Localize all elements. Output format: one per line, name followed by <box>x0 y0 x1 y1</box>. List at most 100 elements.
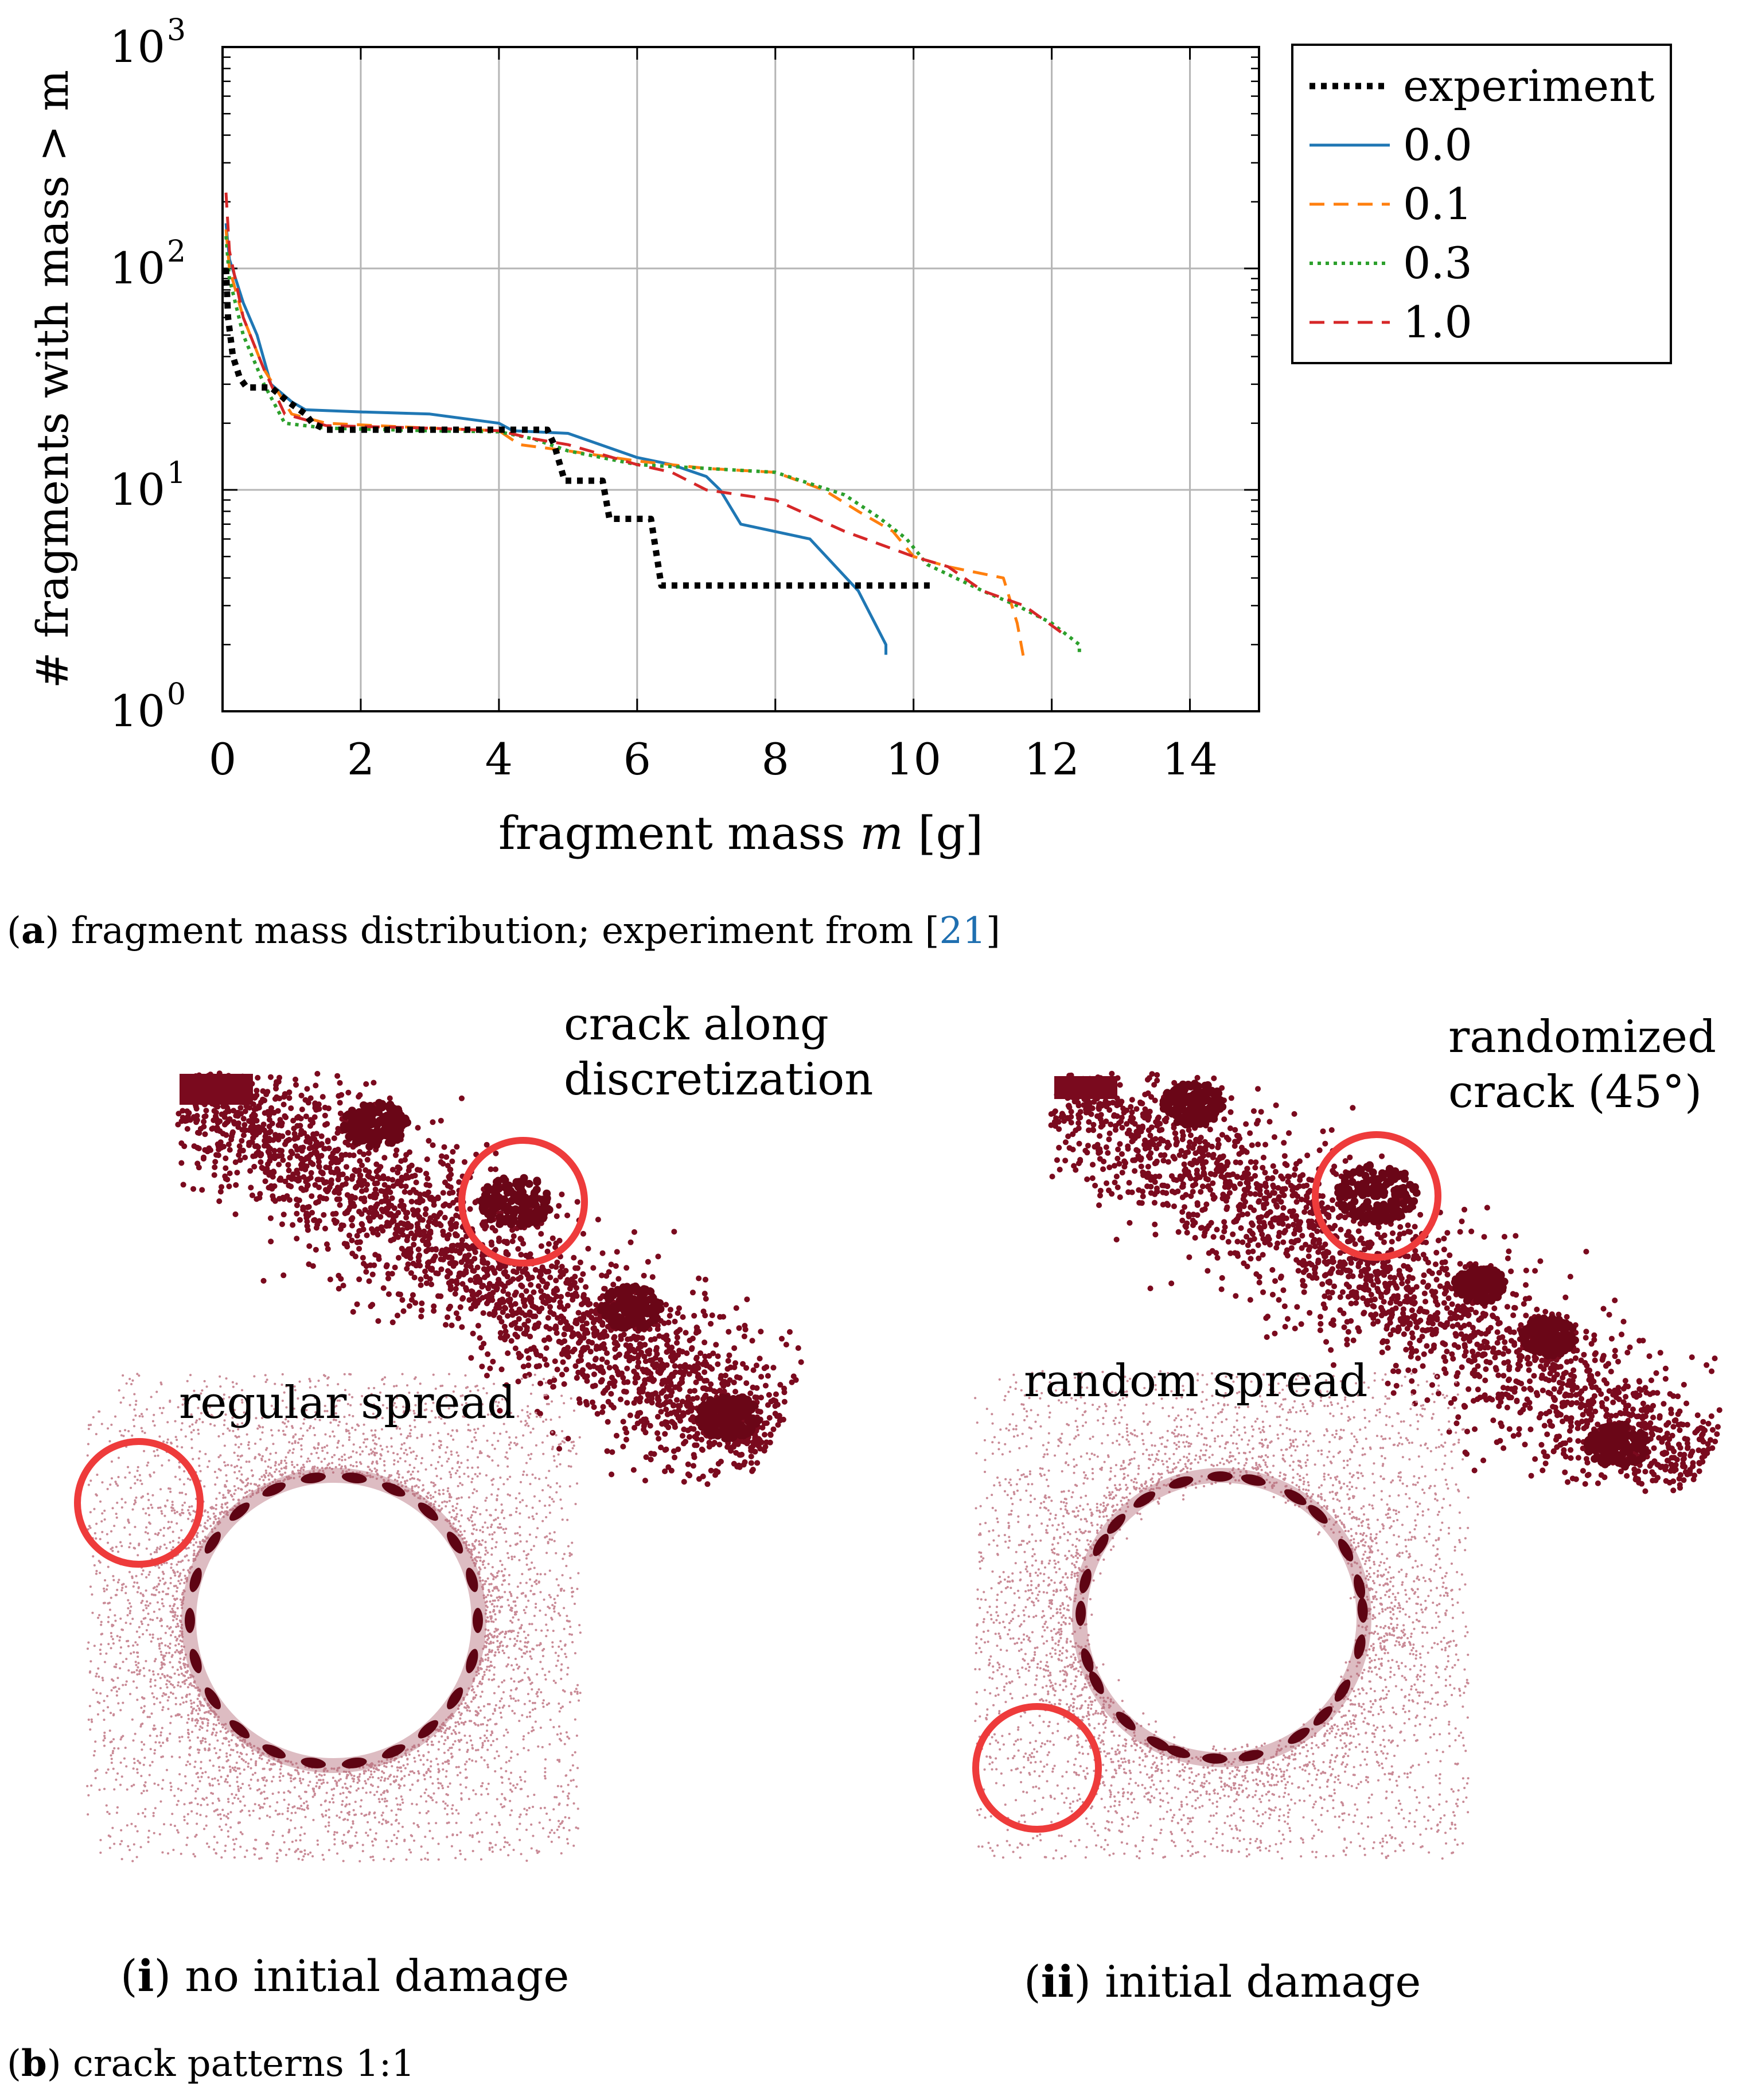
x-tick-label: 12 <box>1024 734 1079 785</box>
ring-fragment <box>466 1567 478 1592</box>
ring-fragment <box>381 1482 406 1497</box>
highlight-circle <box>74 1438 204 1568</box>
ring-fragment <box>1202 1753 1227 1764</box>
ring-fragment <box>1168 1476 1194 1489</box>
ring-fragment <box>1357 1598 1368 1623</box>
ring-fragment <box>1116 1711 1136 1731</box>
sim-window-titlebar-right <box>1054 1076 1117 1099</box>
caption-a: (a) fragment mass distribution; experime… <box>7 909 1000 952</box>
x-tick-label: 10 <box>886 734 941 785</box>
ring-fragment <box>229 1720 250 1739</box>
y-tick-label: 10 <box>110 685 165 737</box>
label-crack-along-discretization: crack along discretization <box>564 997 873 1107</box>
caption-b: (b) crack patterns 1:1 <box>7 2042 415 2085</box>
caption-b-tag: b <box>21 2042 47 2085</box>
caption-i-text: no initial damage <box>171 1950 570 2001</box>
x-axis-label: fragment mass m [g] <box>498 807 983 860</box>
ring-fragment <box>189 1649 202 1673</box>
ring-fragment <box>1147 1736 1170 1751</box>
fragment-clump <box>597 1282 665 1332</box>
x-tick-label: 14 <box>1162 734 1218 785</box>
crack-pattern-snapshots <box>74 1070 1722 1863</box>
spread-particles <box>974 1370 1470 1860</box>
highlight-circle <box>972 1703 1102 1833</box>
y-tick-exponent: 0 <box>167 677 186 712</box>
x-tick-label: 4 <box>485 734 513 785</box>
series-line-0.1 <box>224 229 1026 661</box>
ring-fragment <box>184 1608 196 1634</box>
ring-fragment <box>1354 1574 1366 1599</box>
ring-fragment <box>1093 1533 1109 1556</box>
ring-fragment <box>473 1608 483 1633</box>
ring-fragment <box>1288 1727 1310 1744</box>
legend-label-0.0: 0.0 <box>1403 119 1472 170</box>
x-tick-label: 8 <box>762 734 789 785</box>
ring-regular-spread <box>86 1373 582 1863</box>
ring-fragment <box>262 1744 286 1759</box>
legend-box <box>1291 44 1672 364</box>
plot-frame <box>221 46 1260 712</box>
y-tick-exponent: 2 <box>167 235 186 269</box>
y-axis-label: # fragments with mass > m <box>27 70 78 688</box>
ring-fragment <box>1089 1671 1104 1694</box>
ring-fragment <box>1241 1474 1266 1486</box>
caption-ii-text: initial damage <box>1091 1956 1421 2007</box>
ring-fragment <box>1338 1538 1354 1562</box>
legend-label-experiment: experiment <box>1403 60 1655 111</box>
label-randomized-crack: randomized crack (45°) <box>1448 1010 1716 1120</box>
ring-fragment <box>1079 1568 1092 1593</box>
label-crack-along-line2: discretization <box>564 1054 874 1105</box>
caption-i: (i) no initial damage <box>120 1950 570 2001</box>
ring-fragment <box>418 1502 438 1521</box>
fragment-clump <box>1583 1420 1651 1471</box>
ring-fragment <box>262 1482 286 1497</box>
ring-fragment <box>1107 1514 1126 1534</box>
debris-band-no-damage <box>175 1070 804 1487</box>
ring-fragment <box>1313 1706 1333 1726</box>
series-group <box>223 192 1081 661</box>
ring-fragment <box>1166 1745 1190 1758</box>
ring-fragment <box>1238 1750 1264 1762</box>
caption-a-tag: a <box>21 909 45 952</box>
ring-fragment <box>1308 1505 1328 1524</box>
ring-fragment <box>1207 1471 1233 1482</box>
ring-fragment <box>1284 1489 1307 1505</box>
x-tick-label: 6 <box>623 734 651 785</box>
ring-fragment <box>1075 1600 1086 1626</box>
ring-fragment <box>1354 1634 1366 1659</box>
ring-fragment <box>341 1472 367 1483</box>
caption-b-text: crack patterns 1:1 <box>61 2043 415 2085</box>
fragment-clump <box>695 1393 762 1443</box>
sim-window-titlebar-left <box>180 1074 253 1105</box>
fragment-clump <box>1451 1264 1509 1307</box>
ring-fragment <box>1081 1648 1094 1673</box>
spread-particles <box>86 1373 582 1863</box>
label-randomized-line1: randomized <box>1448 1011 1717 1063</box>
y-tick-exponent: 1 <box>167 456 186 490</box>
ring-fragment <box>204 1532 221 1554</box>
legend-label-0.3: 0.3 <box>1403 237 1472 289</box>
fragment-clump <box>477 1174 554 1230</box>
ring-fragment <box>301 1472 326 1484</box>
label-regular-spread: regular spread <box>179 1377 516 1429</box>
series-line-experiment <box>223 268 934 589</box>
series-line-0.3 <box>224 236 1081 655</box>
ring-fragment <box>466 1649 478 1673</box>
caption-i-tag: i <box>137 1950 154 2001</box>
caption-a-reference-link[interactable]: 21 <box>939 910 986 952</box>
highlight-circle <box>1312 1131 1441 1261</box>
ring-random-spread <box>974 1370 1470 1860</box>
x-tick-label: 0 <box>209 734 236 785</box>
y-tick-label: 10 <box>110 243 165 294</box>
legend-label-0.1: 0.1 <box>1403 178 1472 229</box>
ring-fragment <box>447 1532 463 1554</box>
caption-ii-tag: ii <box>1040 1956 1074 2007</box>
fragment-clump <box>1334 1161 1421 1226</box>
series-line-1.0 <box>224 192 1067 637</box>
ring-fragment <box>1334 1679 1351 1702</box>
fragment-clump <box>340 1098 411 1151</box>
ring-fragment <box>301 1758 326 1768</box>
y-tick-label: 10 <box>110 464 165 515</box>
label-random-spread: random spread <box>1024 1355 1368 1407</box>
